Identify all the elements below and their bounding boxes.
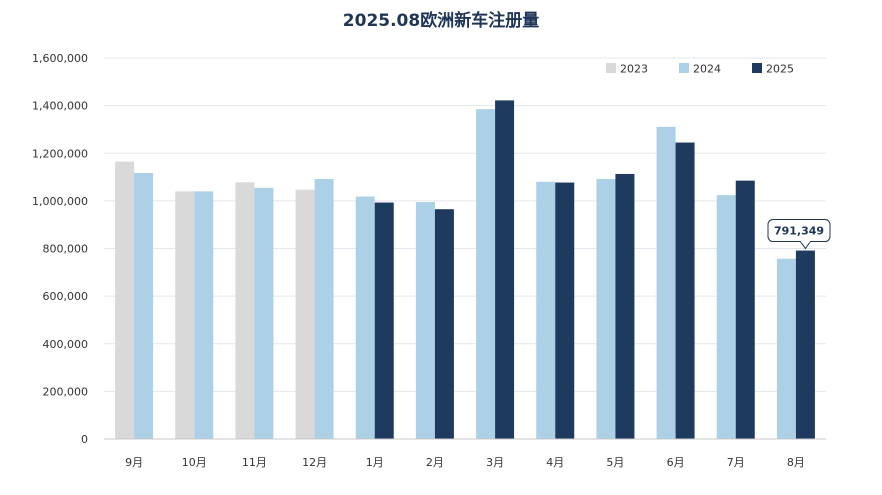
- x-tick-label: 12月: [302, 456, 327, 469]
- x-tick-label: 7月: [727, 456, 745, 469]
- bar-2025-5: [374, 202, 394, 439]
- x-tick-label: 4月: [546, 456, 564, 469]
- bar-2024-6: [415, 202, 435, 439]
- bars: [115, 100, 815, 440]
- bar-2025-12: [795, 250, 815, 439]
- y-tick-label: 1,600,000: [32, 52, 88, 65]
- bar-2025-8: [555, 182, 575, 439]
- bar-2024-8: [536, 181, 556, 439]
- bar-2025-11: [735, 180, 755, 439]
- callout: 791,349: [767, 219, 831, 250]
- bar-2023-4: [295, 189, 315, 439]
- bar-2024-2: [194, 191, 214, 439]
- bar-2025-9: [615, 173, 635, 440]
- legend-label-2023: 2023: [620, 63, 648, 76]
- legend-label-2025: 2025: [766, 63, 794, 76]
- gridlines: [104, 57, 826, 392]
- x-tick-label: 3月: [486, 456, 504, 469]
- bar-2024-9: [596, 178, 616, 439]
- x-tick-label: 1月: [366, 456, 384, 469]
- bar-2025-7: [495, 100, 515, 439]
- bar-2024-11: [716, 195, 736, 439]
- legend-label-2024: 2024: [693, 63, 721, 76]
- bar-2023-2: [175, 191, 195, 439]
- bar-2024-5: [355, 196, 375, 439]
- y-tick-label: 0: [81, 433, 88, 446]
- y-tick-label: 1,200,000: [32, 147, 88, 160]
- x-tick-label: 2月: [426, 456, 444, 469]
- y-tick-label: 600,000: [43, 290, 89, 303]
- x-tick-label: 11月: [242, 456, 267, 469]
- bar-2023-3: [235, 182, 255, 439]
- bar-2025-6: [434, 209, 454, 439]
- x-tick-label: 6月: [667, 456, 685, 469]
- x-tick-label: 9月: [125, 456, 143, 469]
- bar-2025-10: [675, 142, 695, 440]
- legend-swatch-2024: [679, 63, 689, 73]
- legend-swatch-2025: [752, 63, 762, 73]
- x-tick-label: 10月: [182, 456, 207, 469]
- bar-2024-1: [134, 173, 154, 439]
- x-axis: 9月 10月 11月 12月 1月 2月 3月 4月 5月 6月 7月 8月: [104, 438, 826, 469]
- bar-2023-1: [115, 161, 135, 439]
- legend: 2023 2024 2025: [606, 63, 794, 76]
- callout-box: [767, 219, 831, 243]
- x-tick-label: 8月: [787, 456, 805, 469]
- callout-label: 791,349: [774, 225, 824, 238]
- bar-2024-10: [656, 126, 676, 440]
- chart-title: 2025.08欧洲新车注册量: [342, 11, 540, 31]
- y-tick-label: 800,000: [43, 243, 89, 256]
- bar-2024-7: [476, 109, 496, 440]
- legend-swatch-2023: [606, 63, 616, 73]
- bar-2024-4: [314, 178, 334, 439]
- bar-2024-3: [254, 187, 274, 439]
- x-tick-label: 5月: [606, 456, 624, 469]
- y-tick-label: 1,400,000: [32, 100, 88, 113]
- y-tick-label: 400,000: [43, 338, 89, 351]
- callout-pointer: [799, 241, 812, 250]
- y-tick-label: 200,000: [43, 385, 89, 398]
- bar-2024-12: [776, 258, 796, 439]
- y-tick-label: 1,000,000: [32, 195, 88, 208]
- y-axis: 0 200,000 400,000 600,000 800,000 1,000,000 1,…: [32, 52, 88, 446]
